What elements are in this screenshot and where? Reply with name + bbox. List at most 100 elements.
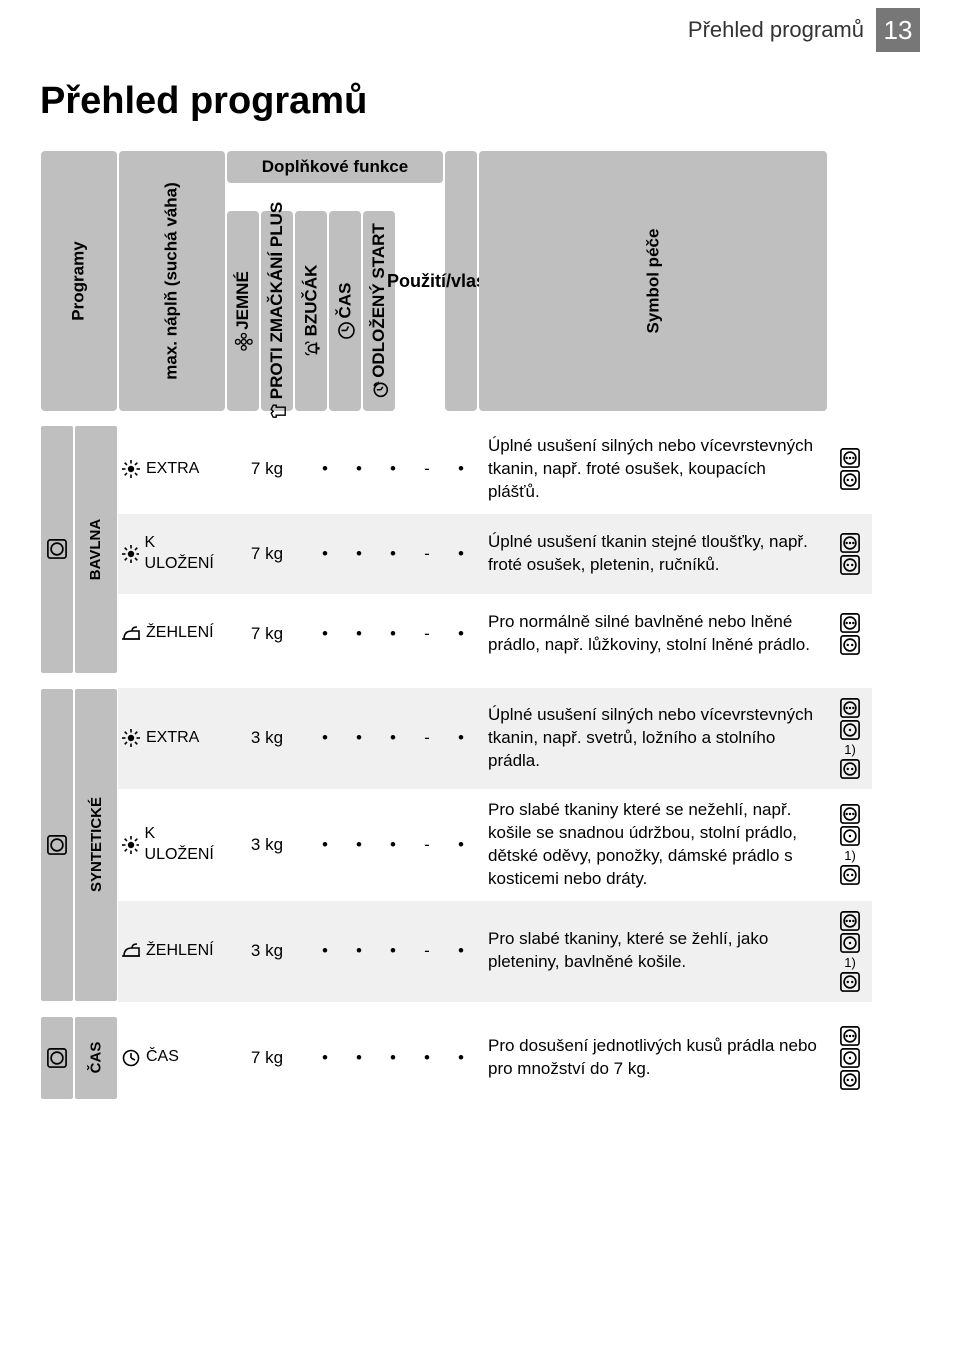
sun-icon: [122, 460, 140, 478]
care-symbol-dot3: [840, 911, 860, 931]
func-cell: •: [342, 425, 376, 514]
func-cell: •: [308, 1016, 342, 1100]
col-gentle: JEMNÉ: [227, 211, 259, 411]
func-cell: •: [376, 901, 410, 1002]
care-symbol-dot2: [840, 759, 860, 779]
care-symbols: [828, 514, 872, 594]
program-name: EXTRA: [118, 425, 226, 514]
col-time: ČAS: [329, 211, 361, 411]
func-cell: •: [376, 1016, 410, 1100]
care-symbols: 1): [828, 789, 872, 901]
care-symbol-dot3: [840, 533, 860, 553]
func-group-label: Doplňkové funkce: [227, 151, 443, 183]
care-symbol-dot2: [840, 972, 860, 992]
care-symbols: 1): [828, 688, 872, 789]
func-cell: •: [444, 1016, 478, 1100]
func-cell: •: [376, 594, 410, 674]
tumble-icon: [47, 835, 67, 855]
page-number: 13: [876, 8, 920, 52]
program-name: K ULOŽENÍ: [118, 789, 226, 901]
program-name: K ULOŽENÍ: [118, 514, 226, 594]
func-cell: •: [444, 688, 478, 789]
care-symbol-dot1: [840, 933, 860, 953]
col-max-load: max. náplň (suchá váha): [119, 151, 225, 411]
category-icon: [41, 426, 73, 673]
col-buzzer: BZUČÁK: [295, 211, 327, 411]
bell-icon: [303, 339, 321, 357]
delay-icon: [371, 381, 389, 399]
programs-table-body: BAVLNAEXTRA7 kg•••-•Úplné usušení silnýc…: [40, 425, 920, 1114]
func-cell: •: [376, 688, 410, 789]
usage-description: Úplné usušení silných nebo vícevrstevnýc…: [478, 425, 828, 514]
footnote: 1): [844, 742, 856, 757]
care-symbols: [828, 594, 872, 674]
func-cell: •: [444, 425, 478, 514]
page: Přehled programů 13 Přehled programů Pro…: [0, 0, 960, 1154]
usage-description: Pro normálně silné bavlněné nebo lněné p…: [478, 594, 828, 674]
func-cell: •: [308, 688, 342, 789]
page-header: Přehled programů 13: [40, 0, 920, 60]
category-icon: [41, 689, 73, 1001]
iron-icon: [122, 625, 140, 643]
footnote: 1): [844, 955, 856, 970]
func-cell: •: [444, 594, 478, 674]
shirt-icon: [269, 402, 287, 420]
col-care: Symbol péče: [479, 151, 827, 411]
care-symbol-dot2: [840, 555, 860, 575]
func-cell: -: [410, 688, 444, 789]
max-load: 7 kg: [226, 1016, 308, 1100]
flower-icon: [235, 333, 253, 351]
func-cell: -: [410, 425, 444, 514]
max-load: 7 kg: [226, 425, 308, 514]
usage-description: Úplné usušení silných nebo vícevrstevnýc…: [478, 688, 828, 789]
program-name: EXTRA: [118, 688, 226, 789]
sun-icon: [122, 729, 140, 747]
max-load: 3 kg: [226, 688, 308, 789]
func-cell: •: [308, 514, 342, 594]
func-cell: •: [308, 901, 342, 1002]
program-name: ŽEHLENÍ: [118, 901, 226, 1002]
clock-icon: [337, 321, 355, 339]
care-symbol-dot3: [840, 804, 860, 824]
usage-description: Úplné usušení tkanin stejné tloušťky, na…: [478, 514, 828, 594]
sun-icon: [122, 836, 139, 854]
col-programs: Programy: [41, 151, 117, 411]
care-symbol-dot2: [840, 1070, 860, 1090]
program-name: ČAS: [118, 1016, 226, 1100]
func-cell: •: [376, 514, 410, 594]
max-load: 7 kg: [226, 594, 308, 674]
func-cell: •: [308, 425, 342, 514]
max-load: 3 kg: [226, 901, 308, 1002]
care-symbol-dot2: [840, 865, 860, 885]
func-cell: -: [410, 594, 444, 674]
care-symbol-dot3: [840, 613, 860, 633]
care-symbol-dot1: [840, 720, 860, 740]
usage-description: Pro dosušení jednotlivých kusů prádla ne…: [478, 1016, 828, 1100]
func-cell: -: [410, 514, 444, 594]
func-cell: •: [308, 789, 342, 901]
func-cell: •: [342, 789, 376, 901]
func-cell: •: [342, 901, 376, 1002]
care-symbol-dot2: [840, 635, 860, 655]
care-symbols: [828, 425, 872, 514]
func-cell: •: [444, 789, 478, 901]
func-cell: -: [410, 901, 444, 1002]
category-label: ČAS: [75, 1017, 117, 1099]
care-symbol-dot1: [840, 826, 860, 846]
tumble-icon: [47, 539, 67, 559]
care-symbols: [828, 1016, 872, 1100]
category-label: BAVLNA: [75, 426, 117, 673]
category-icon: [41, 1017, 73, 1099]
max-load: 3 kg: [226, 789, 308, 901]
care-symbol-dot1: [840, 1048, 860, 1068]
clock-icon: [122, 1049, 140, 1067]
func-cell: •: [308, 594, 342, 674]
care-symbol-dot3: [840, 698, 860, 718]
section-title: Přehled programů: [40, 80, 920, 123]
usage-description: Pro slabé tkaniny které se nežehlí, např…: [478, 789, 828, 901]
sun-icon: [122, 545, 139, 563]
func-cell: •: [376, 789, 410, 901]
func-cell: •: [342, 1016, 376, 1100]
col-delay: ODLOŽENÝ START: [363, 211, 395, 411]
program-name: ŽEHLENÍ: [118, 594, 226, 674]
